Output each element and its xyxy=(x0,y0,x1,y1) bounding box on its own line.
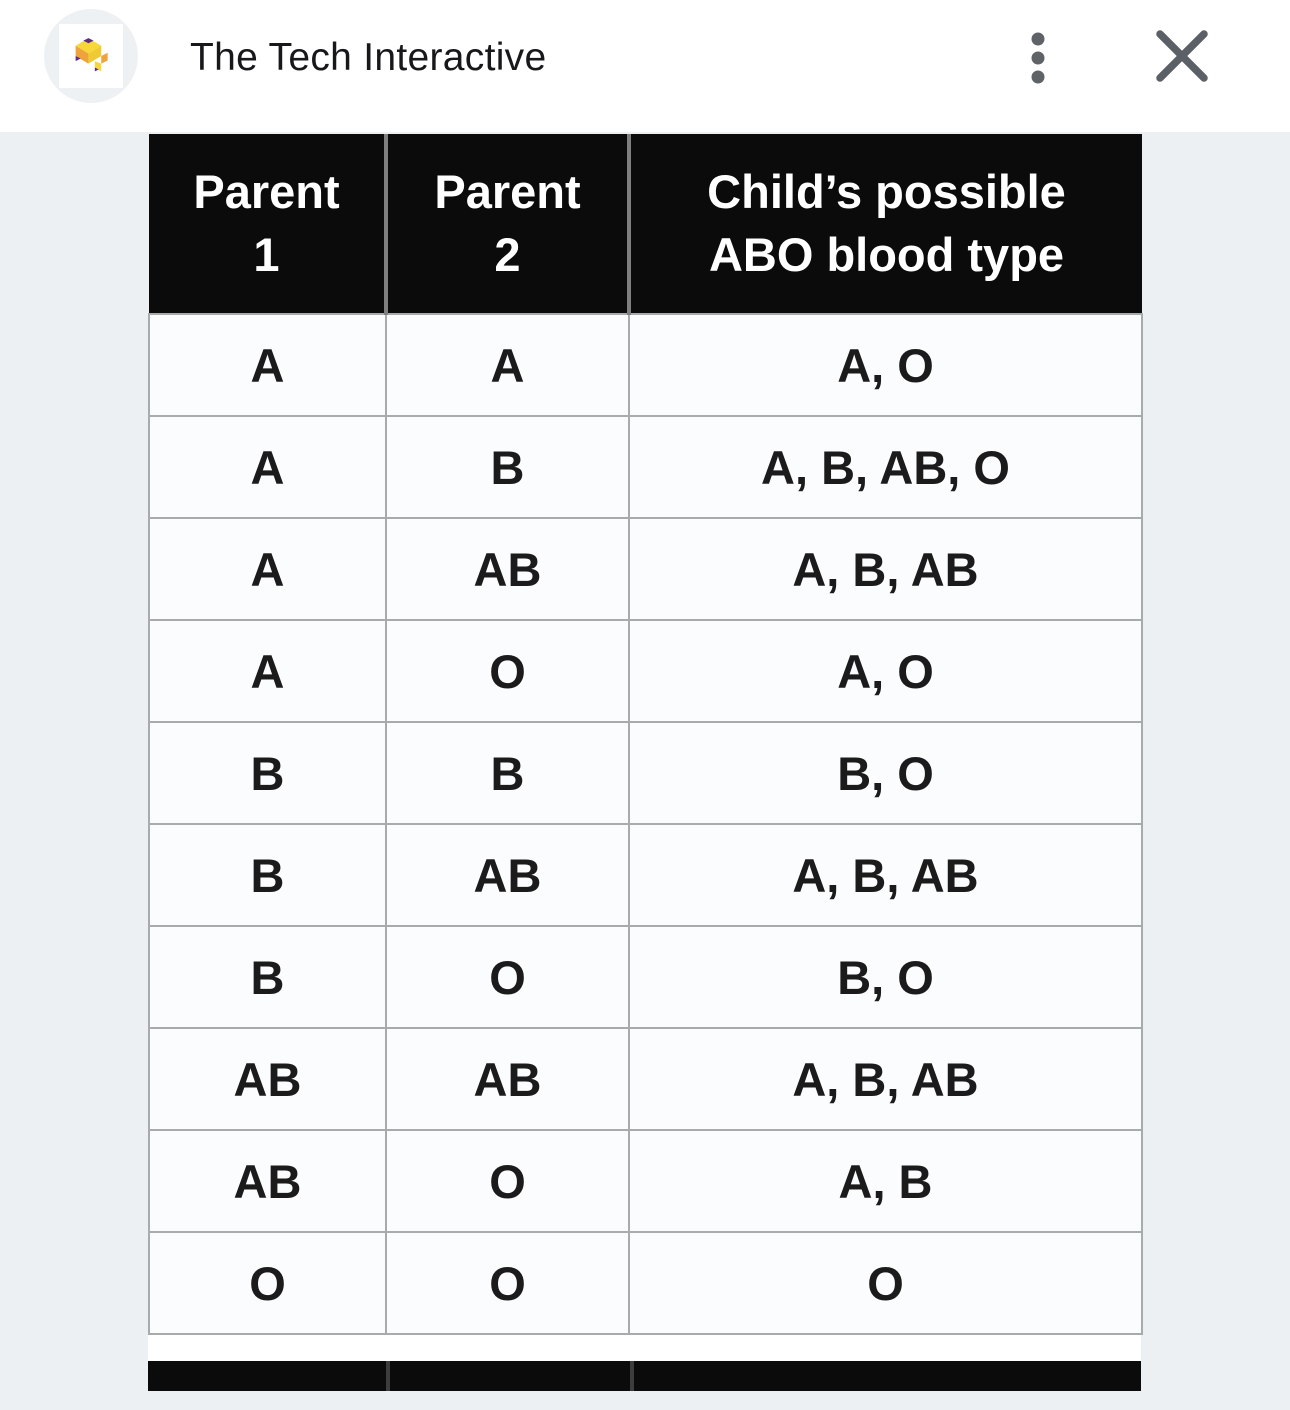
cell-parent2: B xyxy=(385,721,630,825)
close-button[interactable] xyxy=(1142,16,1222,96)
cell-parent2: AB xyxy=(385,1027,630,1131)
col-header-parent2: Parent 2 xyxy=(386,134,631,314)
col-header-child-blood-type: Child’s possible ABO blood type xyxy=(629,134,1142,314)
close-icon xyxy=(1142,16,1222,96)
col-header-parent1-line1: Parent xyxy=(193,164,340,218)
col-header-child-line2: ABO blood type xyxy=(708,227,1065,281)
cell-child-types: A, B, AB xyxy=(628,517,1143,621)
table-row: A A A, O xyxy=(148,313,1143,417)
cell-parent1: A xyxy=(148,619,387,723)
more-options-button[interactable] xyxy=(1010,20,1066,98)
tech-interactive-logo xyxy=(44,9,138,103)
col-header-parent2-line2: 2 xyxy=(494,227,521,281)
cell-child-types: O xyxy=(628,1231,1143,1335)
page-title: The Tech Interactive xyxy=(190,36,547,79)
cell-parent2: O xyxy=(385,619,630,723)
cell-child-types: A, B xyxy=(628,1129,1143,1233)
table-gap xyxy=(148,1335,1141,1361)
cell-parent1: AB xyxy=(148,1129,387,1233)
table-row: A AB A, B, AB xyxy=(148,517,1143,621)
col-header-parent1-line2: 1 xyxy=(253,227,280,281)
table-row: O O O xyxy=(148,1231,1143,1335)
cell-parent1: B xyxy=(148,925,387,1029)
cell-parent1: A xyxy=(148,517,387,621)
cell-child-types: A, B, AB, O xyxy=(628,415,1143,519)
cell-parent1: B xyxy=(148,721,387,825)
cell-child-types: A, B, AB xyxy=(628,823,1143,927)
tech-interactive-logo-icon xyxy=(59,24,123,88)
cell-parent2: B xyxy=(385,415,630,519)
app-header-bar: The Tech Interactive xyxy=(0,0,1290,132)
cell-parent1: AB xyxy=(148,1027,387,1131)
cell-child-types: A, O xyxy=(628,619,1143,723)
cell-parent2: O xyxy=(385,925,630,1029)
column-divider xyxy=(630,1361,634,1391)
kebab-menu-icon xyxy=(1010,20,1066,98)
cell-parent2: AB xyxy=(385,517,630,621)
table-row: B AB A, B, AB xyxy=(148,823,1143,927)
col-header-child-line1: Child’s possible xyxy=(707,164,1066,218)
cell-parent1: A xyxy=(148,313,387,417)
table-row: AB O A, B xyxy=(148,1129,1143,1233)
table-row: B B B, O xyxy=(148,721,1143,825)
blood-type-table: Parent 1 Parent 2 Child’s possible ABO b… xyxy=(148,134,1143,1335)
blood-type-table-container: Parent 1 Parent 2 Child’s possible ABO b… xyxy=(148,134,1143,1391)
cell-child-types: A, B, AB xyxy=(628,1027,1143,1131)
table-row: A O A, O xyxy=(148,619,1143,723)
cell-parent2: O xyxy=(385,1129,630,1233)
cell-parent1: B xyxy=(148,823,387,927)
next-table-header-partial xyxy=(148,1361,1141,1391)
table-row: B O B, O xyxy=(148,925,1143,1029)
cell-parent2: AB xyxy=(385,823,630,927)
column-divider xyxy=(386,1361,390,1391)
cell-child-types: B, O xyxy=(628,721,1143,825)
cell-parent2: A xyxy=(385,313,630,417)
cell-parent1: A xyxy=(148,415,387,519)
cell-child-types: A, O xyxy=(628,313,1143,417)
cell-parent2: O xyxy=(385,1231,630,1335)
table-header-row: Parent 1 Parent 2 Child’s possible ABO b… xyxy=(149,134,1142,314)
table-row: A B A, B, AB, O xyxy=(148,415,1143,519)
table-row: AB AB A, B, AB xyxy=(148,1027,1143,1131)
col-header-parent1: Parent 1 xyxy=(149,134,388,314)
col-header-parent2-line1: Parent xyxy=(434,164,581,218)
cell-parent1: O xyxy=(148,1231,387,1335)
cell-child-types: B, O xyxy=(628,925,1143,1029)
